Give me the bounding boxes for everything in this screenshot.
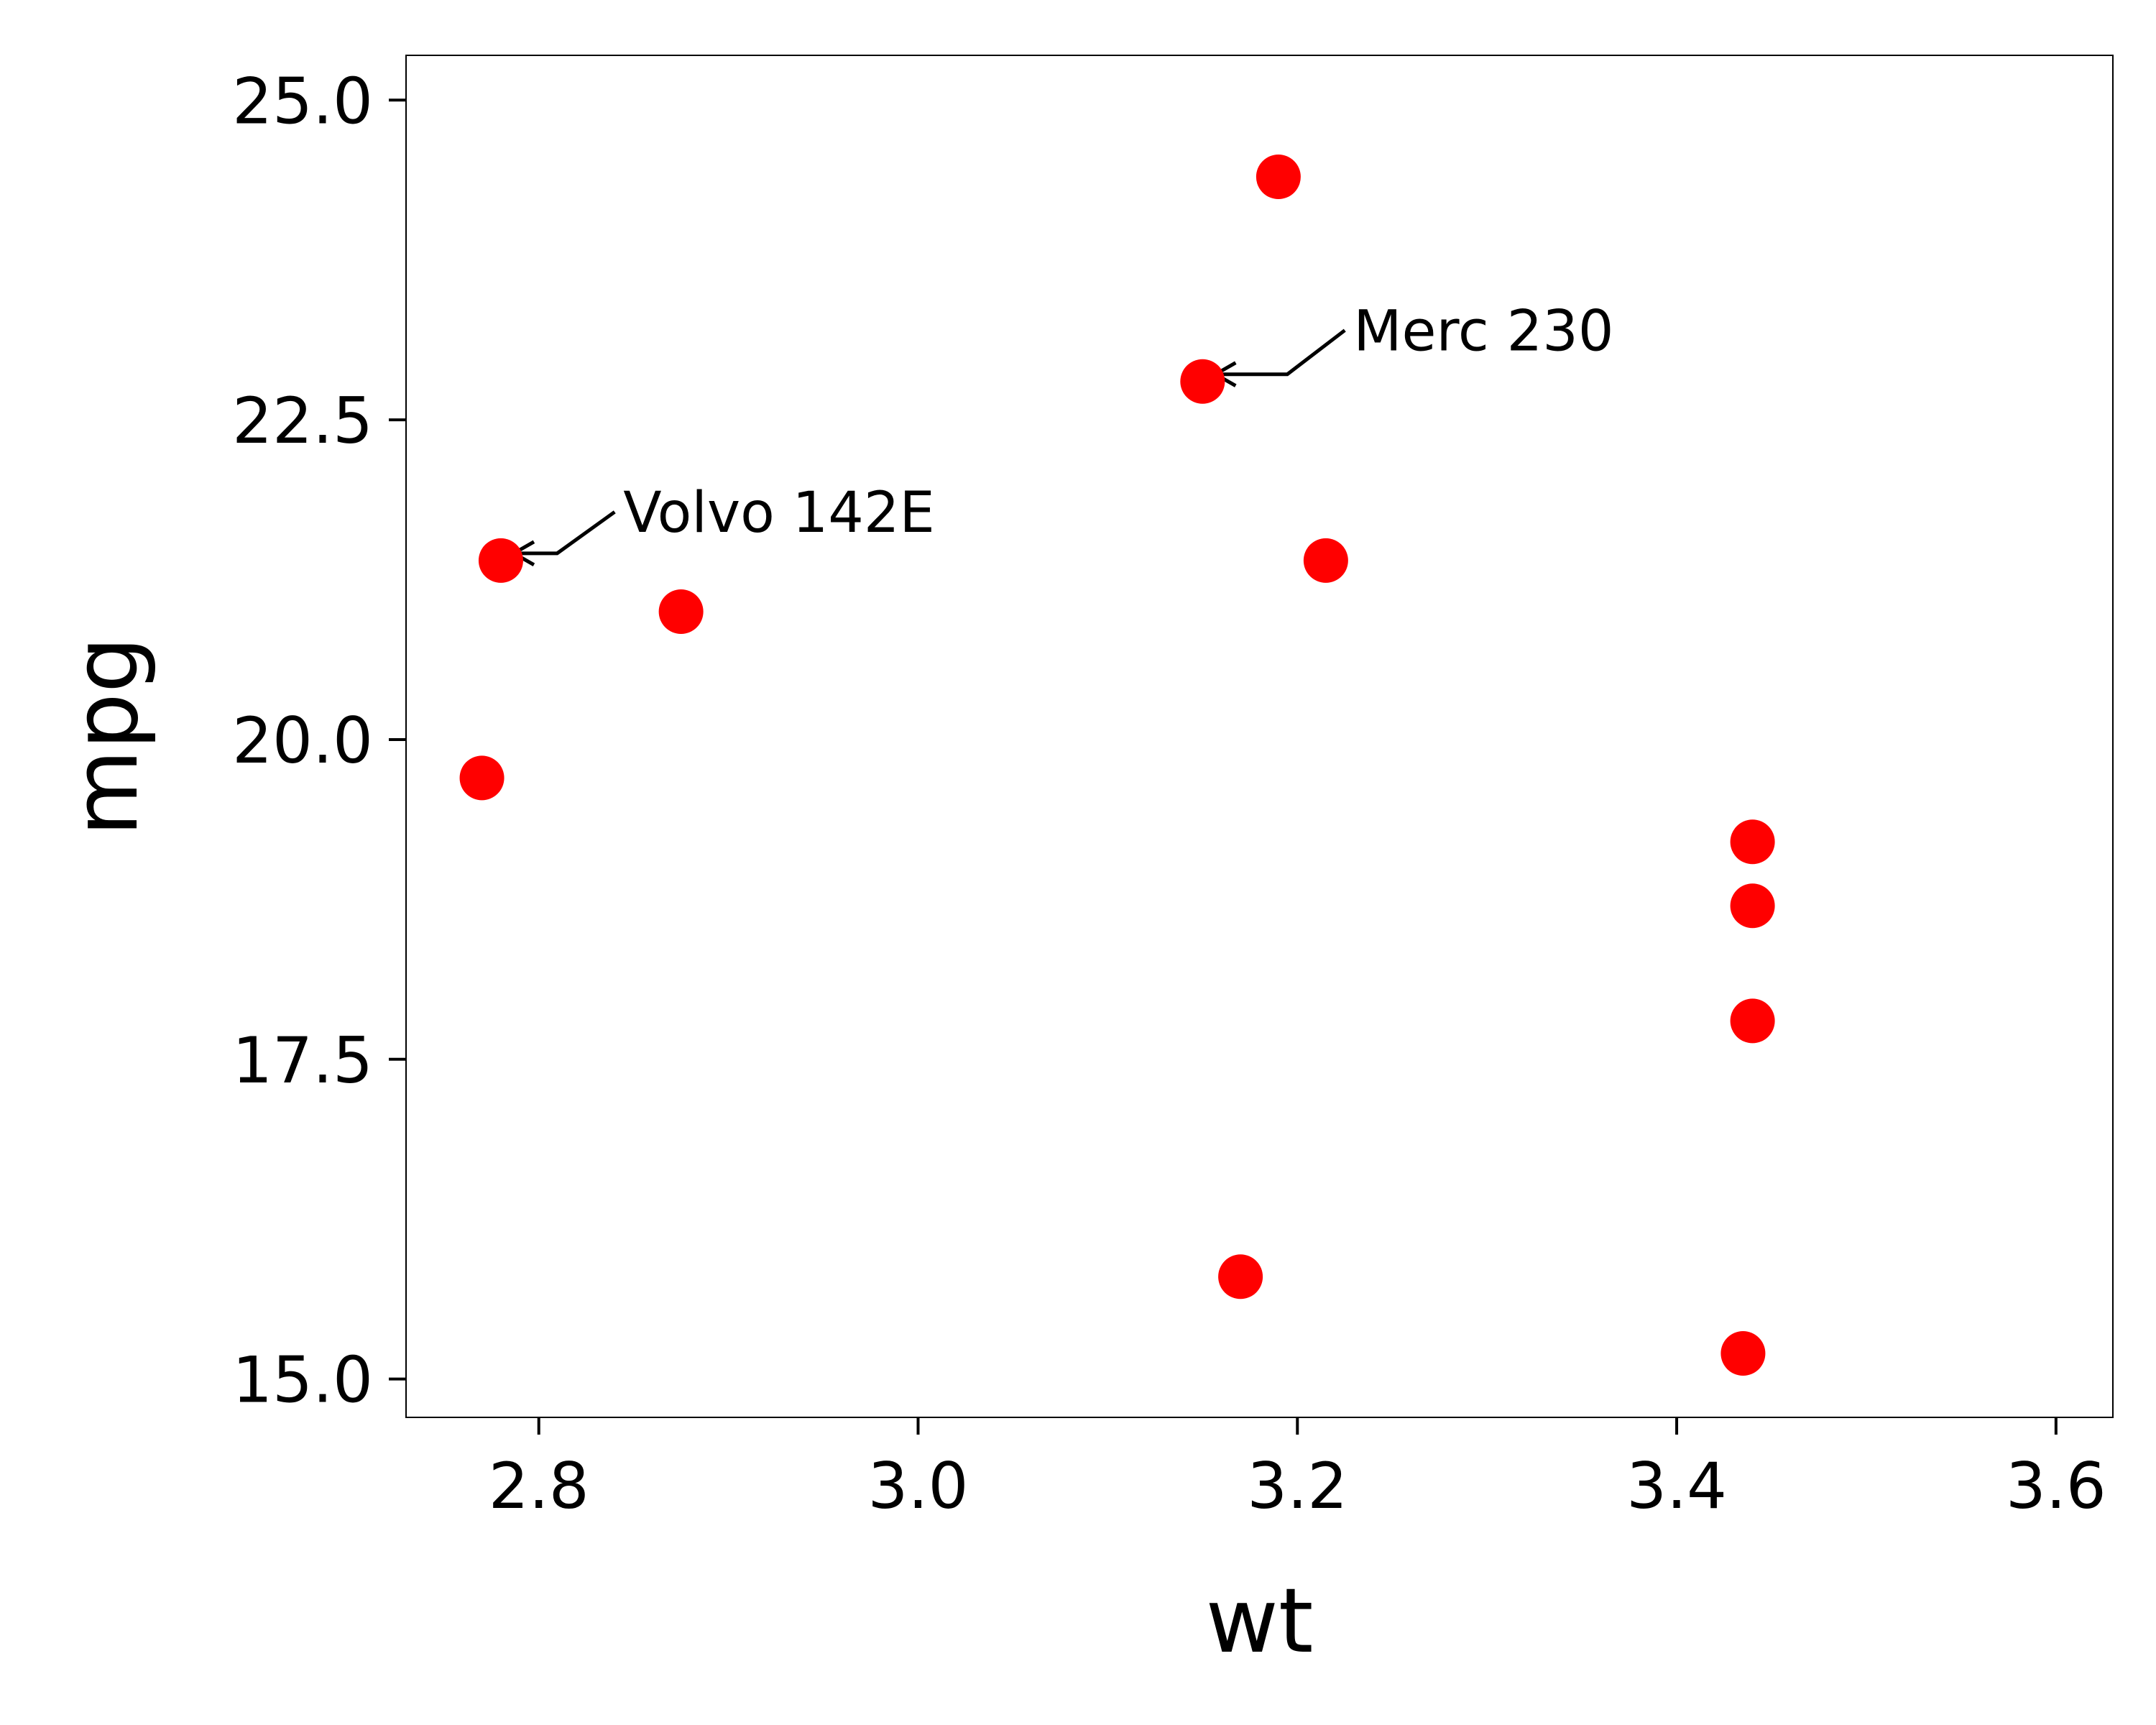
y-tick-label: 20.0 xyxy=(232,704,373,778)
data-point xyxy=(1730,998,1775,1044)
data-point xyxy=(459,755,505,801)
y-tick-label: 17.5 xyxy=(232,1024,373,1098)
x-tick-label: 3.2 xyxy=(1247,1449,1348,1523)
data-point xyxy=(1720,1331,1766,1376)
y-axis: 15.0 17.5 20.0 22.5 25.0 xyxy=(232,64,406,1417)
x-axis: 2.8 3.0 3.2 3.4 3.6 xyxy=(489,1417,2106,1523)
y-tick-label: 25.0 xyxy=(232,64,373,138)
x-axis-title: wt xyxy=(1205,1570,1313,1673)
annotations: Volvo 142E Merc 230 xyxy=(510,300,1613,567)
x-tick-label: 3.0 xyxy=(868,1449,969,1523)
y-tick-label: 22.5 xyxy=(232,384,373,458)
data-point xyxy=(478,538,523,583)
annotation-connector xyxy=(1215,328,1346,377)
annotation-label: Volvo 142E xyxy=(623,481,935,546)
x-tick-label: 3.4 xyxy=(1626,1449,1727,1523)
plot-area-frame xyxy=(405,55,2114,1418)
data-point xyxy=(1256,155,1301,200)
data-point xyxy=(1303,538,1348,583)
annotation-connector xyxy=(513,510,616,556)
data-point xyxy=(658,589,704,635)
x-tick-label: 2.8 xyxy=(489,1449,589,1523)
x-tick-label: 3.6 xyxy=(2006,1449,2106,1523)
data-point xyxy=(1218,1254,1263,1300)
y-tick-label: 15.0 xyxy=(232,1343,373,1417)
data-point xyxy=(1730,883,1775,929)
data-point xyxy=(1180,359,1225,404)
annotation-label: Merc 230 xyxy=(1353,300,1613,364)
data-point xyxy=(1730,819,1775,865)
data-points xyxy=(459,155,1775,1376)
y-axis-title: mpg xyxy=(55,636,158,836)
